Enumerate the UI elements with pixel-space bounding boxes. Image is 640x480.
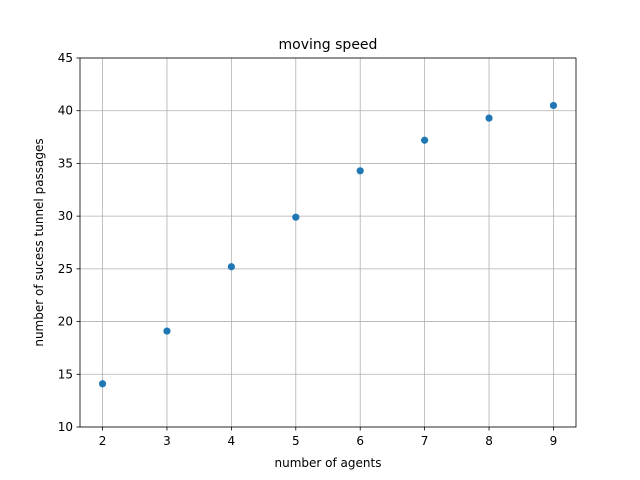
y-tick-label: 10 [58,420,73,434]
x-tick-label: 6 [356,434,364,448]
x-tick-label: 7 [421,434,429,448]
x-tick-label: 4 [228,434,236,448]
y-tick-label: 35 [58,156,73,170]
data-point [356,167,364,175]
x-tick-label: 3 [163,434,171,448]
y-tick-label: 15 [58,367,73,381]
data-points [98,101,558,388]
x-tick-label: 8 [485,434,493,448]
x-tick-label: 9 [550,434,558,448]
data-point [163,327,171,335]
y-tick-label: 25 [58,262,73,276]
x-tick-label: 2 [99,434,107,448]
plot-frame [79,57,577,428]
data-point [421,136,429,144]
x-axis-label: number of agents [275,456,382,470]
data-point [549,101,558,110]
plot-area [80,58,576,427]
data-point [292,213,300,221]
chart-title: moving speed [279,37,378,53]
data-point [98,380,107,388]
y-tick-label: 45 [58,51,73,65]
data-point [227,263,235,271]
y-tick-label: 40 [58,104,73,118]
y-tick-label: 20 [58,315,73,329]
y-axis-label: number of sucess tunnel passages [32,138,46,346]
data-point [485,114,493,122]
x-tick-label: 5 [292,434,300,448]
y-tick-label: 30 [58,209,73,223]
